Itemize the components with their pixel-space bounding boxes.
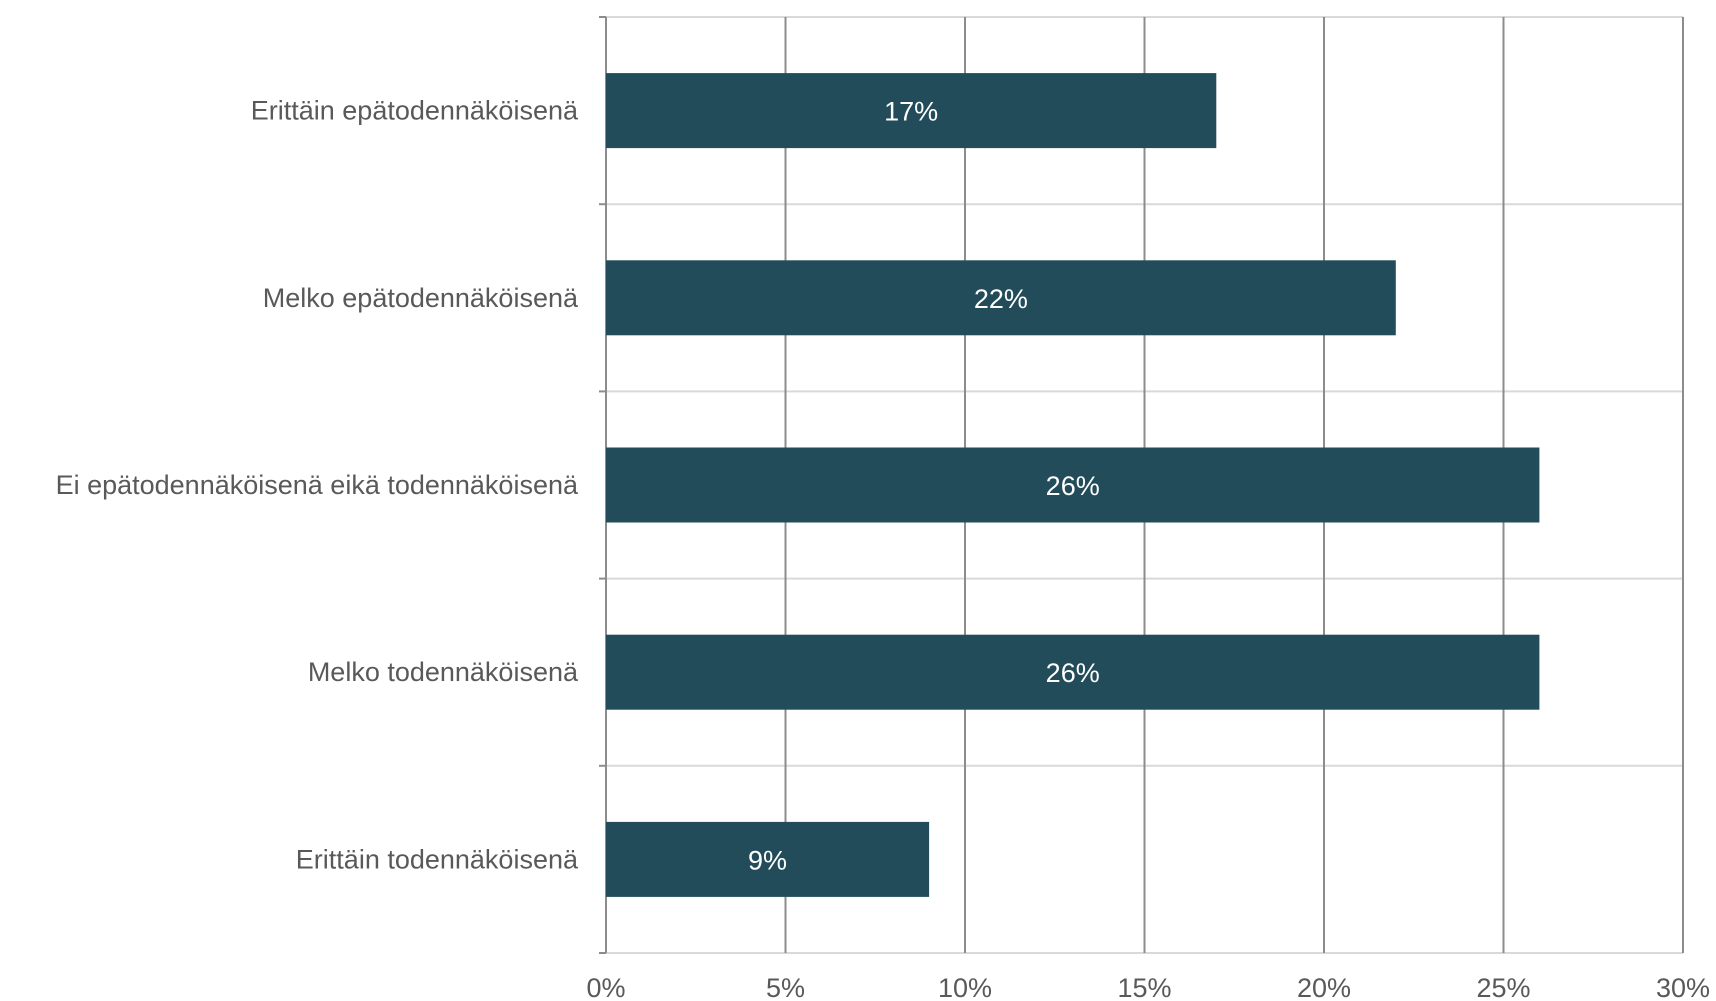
x-tick-label: 0% [586, 973, 625, 1001]
data-label: 22% [974, 284, 1028, 314]
bar [606, 634, 1540, 710]
bars [606, 73, 1540, 897]
data-label: 26% [1046, 658, 1100, 688]
category-labels: Erittäin epätodennäköisenä Melko epätoden… [56, 96, 579, 875]
category-label: Ei epätodennäköisenä eikä todennäköisenä [56, 470, 579, 500]
data-label: 9% [748, 845, 787, 875]
data-label: 17% [884, 97, 938, 127]
bar [606, 73, 1217, 149]
data-label: 26% [1046, 471, 1100, 501]
category-label: Melko todennäköisenä [308, 657, 579, 687]
x-tick-label: 25% [1476, 973, 1530, 1001]
category-label: Erittäin epätodennäköisenä [251, 96, 579, 126]
data-labels: 17% 22% 26% 26% 9% [748, 97, 1100, 876]
x-tick-label: 15% [1117, 973, 1171, 1001]
x-tick-label: 30% [1656, 973, 1710, 1001]
bar [606, 821, 930, 897]
x-tick-label: 5% [766, 973, 805, 1001]
category-label: Melko epätodennäköisenä [263, 283, 579, 313]
bar [606, 260, 1396, 336]
x-tick-label: 10% [938, 973, 992, 1001]
tick-labels: 0% 5% 10% 15% 20% 25% 30% [586, 973, 1710, 1001]
value-axis [599, 16, 607, 954]
category-label: Erittäin todennäköisenä [296, 844, 579, 874]
x-tick-label: 20% [1297, 973, 1351, 1001]
bar [606, 447, 1540, 523]
